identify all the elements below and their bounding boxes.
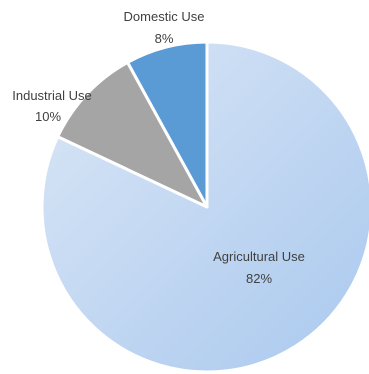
label-domestic-percent: 8% [155, 31, 174, 46]
label-agricultural-percent: 82% [246, 271, 272, 286]
label-agricultural-name: Agricultural Use [213, 249, 305, 264]
slice-agricultural [40, 40, 369, 374]
slice-industrial [56, 60, 209, 209]
pie-slices [40, 40, 369, 374]
label-industrial-name: Industrial Use [12, 88, 91, 103]
label-industrial-percent: 10% [35, 109, 61, 124]
label-domestic-name: Domestic Use [124, 9, 205, 24]
pie-labels: Domestic Use 8% Industrial Use 10% Agricultu… [12, 9, 305, 286]
